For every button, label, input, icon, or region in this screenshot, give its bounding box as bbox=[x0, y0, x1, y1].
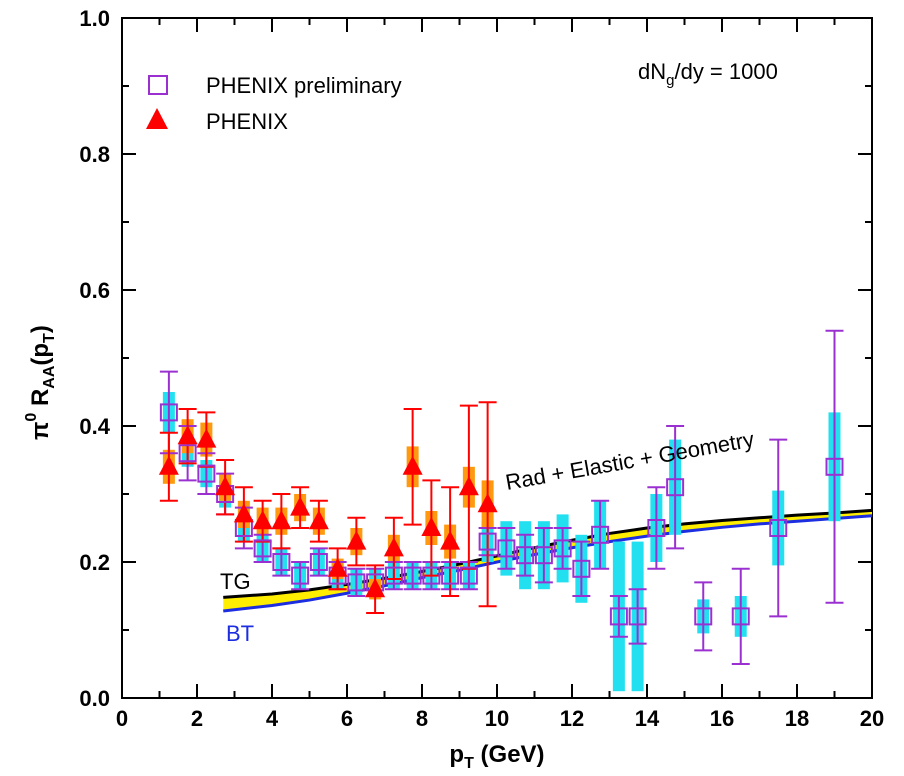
legend-triangle-marker bbox=[146, 108, 168, 129]
legend: PHENIX preliminary PHENIX bbox=[146, 73, 402, 134]
phenix-point bbox=[346, 530, 367, 550]
x-tick-labels: 0 2 4 6 8 10 12 14 16 18 20 bbox=[116, 706, 884, 731]
y-tick-labels: 0.0 0.2 0.4 0.6 0.8 1.0 bbox=[79, 6, 110, 711]
band-label-tg: TG bbox=[220, 569, 251, 594]
legend-label-phenix: PHENIX bbox=[206, 109, 288, 134]
phenix-point bbox=[308, 510, 329, 530]
phenix-point bbox=[271, 510, 292, 530]
preliminary-point bbox=[825, 457, 844, 476]
x-tick-label: 14 bbox=[635, 706, 660, 731]
x-tick-label: 4 bbox=[266, 706, 279, 731]
phenix-point bbox=[215, 476, 236, 496]
preliminary-point bbox=[516, 546, 535, 565]
y-axis-title: π0 RAA(pT) bbox=[23, 325, 58, 440]
y-tick-label: 0.6 bbox=[79, 278, 110, 303]
bt-curve bbox=[223, 514, 873, 613]
legend-open-square-marker bbox=[148, 75, 168, 95]
phenix-point bbox=[365, 578, 386, 598]
phenix-point bbox=[477, 493, 498, 513]
curve-label: Rad + Elastic + Geometry bbox=[504, 427, 756, 495]
preliminary-point bbox=[384, 566, 403, 585]
preliminary-point bbox=[159, 403, 178, 422]
density-annotation: dNg/dy = 1000 bbox=[638, 59, 778, 89]
preliminary-point bbox=[591, 525, 610, 544]
data-markers bbox=[158, 403, 844, 626]
phenix-point bbox=[158, 455, 179, 475]
preliminary-point bbox=[553, 539, 572, 558]
x-tick-label: 8 bbox=[416, 706, 428, 731]
preliminary-point bbox=[694, 607, 713, 626]
preliminary-point bbox=[497, 539, 516, 558]
x-tick-label: 0 bbox=[116, 706, 128, 731]
error-bars bbox=[159, 329, 844, 665]
phenix-point bbox=[421, 517, 442, 536]
y-tick-label: 1.0 bbox=[79, 6, 110, 31]
preliminary-point bbox=[253, 539, 272, 558]
preliminary-point bbox=[478, 532, 497, 551]
x-tick-label: 16 bbox=[710, 706, 734, 731]
preliminary-point bbox=[647, 519, 666, 537]
preliminary-point bbox=[609, 607, 628, 626]
preliminary-point bbox=[534, 546, 553, 565]
preliminary-point bbox=[403, 566, 422, 585]
phenix-point bbox=[327, 557, 348, 577]
x-tick-label: 6 bbox=[341, 706, 353, 731]
preliminary-point bbox=[572, 559, 591, 578]
preliminary-point bbox=[291, 566, 310, 585]
preliminary-point bbox=[459, 566, 478, 585]
legend-label-preliminary: PHENIX preliminary bbox=[206, 73, 402, 98]
preliminary-point bbox=[272, 553, 291, 571]
phenix-point bbox=[458, 476, 479, 496]
preliminary-point bbox=[309, 553, 328, 571]
phenix-point bbox=[440, 530, 461, 550]
x-tick-label: 20 bbox=[860, 706, 884, 731]
tick-marks bbox=[121, 17, 873, 699]
preliminary-point bbox=[178, 444, 197, 463]
preliminary-point bbox=[441, 566, 460, 585]
x-tick-label: 18 bbox=[785, 706, 809, 731]
x-tick-label: 10 bbox=[485, 706, 509, 731]
x-tick-label: 2 bbox=[191, 706, 203, 731]
phenix-point bbox=[290, 496, 311, 516]
y-tick-label: 0.8 bbox=[79, 142, 110, 167]
x-axis-title: pT (GeV) bbox=[449, 741, 544, 772]
preliminary-point bbox=[731, 607, 750, 626]
y-tick-label: 0.0 bbox=[79, 686, 110, 711]
preliminary-point bbox=[769, 519, 788, 537]
y-tick-label: 0.4 bbox=[79, 414, 110, 439]
preliminary-point bbox=[422, 566, 441, 585]
phenix-point bbox=[196, 428, 217, 448]
preliminary-point bbox=[347, 573, 366, 592]
phenix-point bbox=[233, 503, 254, 523]
phenix-point bbox=[383, 537, 404, 557]
band-label-bt: BT bbox=[226, 621, 254, 646]
phenix-point bbox=[252, 510, 273, 530]
x-tick-label: 12 bbox=[560, 706, 584, 731]
preliminary-point bbox=[666, 478, 685, 497]
preliminary-point bbox=[628, 607, 647, 626]
y-tick-label: 0.2 bbox=[79, 550, 110, 575]
phenix-point bbox=[402, 455, 423, 475]
phenix-point bbox=[177, 425, 198, 445]
preliminary-point bbox=[197, 464, 216, 483]
